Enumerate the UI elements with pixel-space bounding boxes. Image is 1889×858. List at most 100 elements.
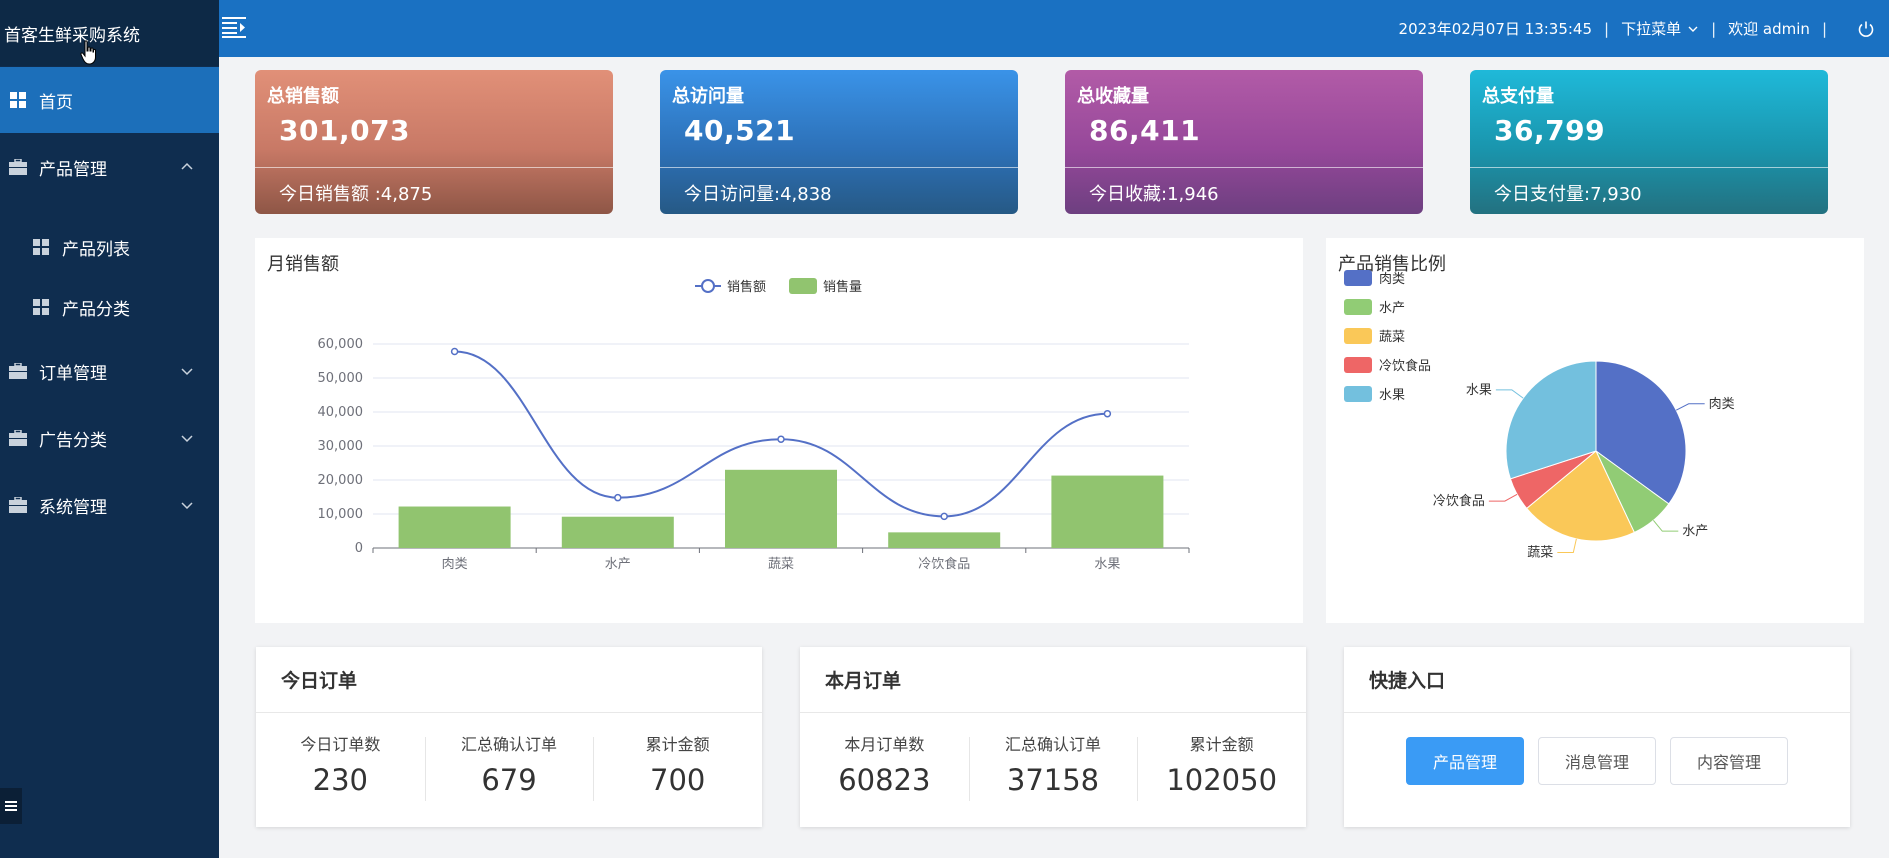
legend-label: 蔬菜 bbox=[1379, 330, 1405, 345]
mouse-cursor-icon bbox=[80, 40, 96, 65]
order-stat: 今日订单数 230 bbox=[256, 731, 425, 797]
content-mgmt-button[interactable]: 内容管理 bbox=[1670, 737, 1788, 785]
legend-label: 水果 bbox=[1379, 388, 1405, 403]
stat-value: 679 bbox=[481, 763, 537, 797]
line-point bbox=[940, 512, 948, 521]
menu-toggle-icon[interactable] bbox=[222, 16, 246, 38]
stat-label: 今日订单数 bbox=[300, 735, 381, 754]
message-mgmt-button[interactable]: 消息管理 bbox=[1538, 737, 1656, 785]
chevron-down-icon bbox=[181, 502, 193, 510]
legend-label: 销售量 bbox=[823, 279, 862, 295]
legend-line-marker bbox=[701, 279, 715, 293]
order-stat: 汇总确认订单 37158 bbox=[968, 731, 1138, 801]
chart-title: 产品销售比例 bbox=[1338, 254, 1446, 275]
product-mgmt-button[interactable]: 产品管理 bbox=[1406, 737, 1524, 785]
separator: | bbox=[1821, 19, 1827, 38]
legend-swatch bbox=[1344, 299, 1372, 315]
order-stat: 汇总确认订单 679 bbox=[424, 731, 594, 801]
line-point bbox=[1103, 409, 1112, 418]
briefcase-icon bbox=[9, 496, 27, 514]
chevron-down-icon bbox=[1688, 26, 1698, 32]
sidebar-item-system-mgmt[interactable]: 系统管理 bbox=[0, 472, 219, 538]
bar bbox=[888, 532, 1001, 548]
line-point bbox=[450, 347, 459, 356]
stat-label: 累计金额 bbox=[645, 735, 710, 754]
divider bbox=[660, 167, 1018, 168]
stat-subtitle: 今日销售额 :4,875 bbox=[279, 184, 433, 205]
sidebar-collapse-button[interactable] bbox=[0, 788, 22, 824]
stat-label: 汇总确认订单 bbox=[461, 735, 558, 754]
stat-title: 总收藏量 bbox=[1077, 86, 1149, 107]
stat-label: 汇总确认订单 bbox=[1005, 735, 1102, 754]
legend-swatch bbox=[1344, 328, 1372, 344]
bar bbox=[1051, 475, 1164, 548]
sidebar-item-ad-category[interactable]: 广告分类 bbox=[0, 405, 219, 471]
label-leader bbox=[1652, 520, 1679, 532]
sidebar-item-home[interactable]: 首页 bbox=[0, 67, 219, 133]
stat-value: 36,799 bbox=[1494, 114, 1606, 147]
power-icon[interactable] bbox=[1857, 20, 1875, 38]
divider bbox=[1065, 167, 1423, 168]
quick-entry-card: 快捷入口 产品管理 消息管理 内容管理 bbox=[1344, 647, 1850, 827]
stat-value: 102050 bbox=[1166, 763, 1278, 797]
sidebar-item-label: 产品管理 bbox=[39, 159, 107, 180]
bar bbox=[561, 516, 674, 548]
chart-title: 月销售额 bbox=[267, 254, 339, 275]
sidebar-item-product-category[interactable]: 产品分类 bbox=[0, 277, 219, 337]
dropdown-menu[interactable]: 下拉菜单 bbox=[1621, 18, 1699, 39]
x-tick-label: 水果 bbox=[1094, 557, 1120, 572]
stat-card-visits: 总访问量 40,521 今日访问量:4,838 bbox=[660, 70, 1018, 214]
card-title: 今日订单 bbox=[256, 647, 762, 713]
stat-title: 总访问量 bbox=[672, 86, 744, 107]
sidebar: 首客生鲜采购系统 首页 产品管理 产品列表 产品分类 订单管理 bbox=[0, 0, 219, 858]
stat-label: 本月订单数 bbox=[844, 735, 925, 754]
sidebar-item-product-mgmt[interactable]: 产品管理 bbox=[0, 134, 219, 200]
sidebar-item-label: 广告分类 bbox=[39, 430, 107, 451]
divider bbox=[1470, 167, 1828, 168]
label-leader bbox=[1675, 403, 1705, 411]
slice-label: 蔬菜 bbox=[1527, 545, 1553, 560]
y-tick-label: 60,000 bbox=[318, 337, 364, 352]
stat-value: 301,073 bbox=[279, 114, 411, 147]
x-tick-label: 冷饮食品 bbox=[918, 556, 970, 572]
stat-card-favorites: 总收藏量 86,411 今日收藏:1,946 bbox=[1065, 70, 1423, 214]
label-leader bbox=[1495, 389, 1524, 399]
legend-label: 水产 bbox=[1379, 301, 1405, 316]
monthly-sales-chart: 0 10,000 20,000 30,000 40,000 50,000 60,000 肉类 水… bbox=[318, 278, 1190, 572]
legend-swatch bbox=[1344, 386, 1372, 402]
divider bbox=[255, 167, 613, 168]
slice-label: 冷饮食品 bbox=[1433, 493, 1485, 509]
stat-value: 230 bbox=[312, 763, 369, 797]
app-title: 首客生鲜采购系统 bbox=[0, 0, 219, 66]
briefcase-icon bbox=[9, 362, 27, 380]
slice-label: 水果 bbox=[1466, 383, 1492, 398]
stat-subtitle: 今日支付量:7,930 bbox=[1494, 184, 1642, 205]
stat-value: 37158 bbox=[1006, 763, 1100, 797]
stat-title: 总支付量 bbox=[1482, 86, 1554, 107]
legend-label: 冷饮食品 bbox=[1379, 358, 1431, 374]
sidebar-item-order-mgmt[interactable]: 订单管理 bbox=[0, 338, 219, 404]
grid-icon bbox=[32, 238, 50, 256]
stat-value: 86,411 bbox=[1089, 114, 1201, 147]
today-orders-card: 今日订单 今日订单数 230 汇总确认订单 679 累计金额 700 bbox=[256, 647, 762, 827]
pie-slice bbox=[1525, 450, 1635, 542]
x-tick-label: 蔬菜 bbox=[768, 557, 794, 572]
legend-bar-swatch bbox=[789, 278, 817, 294]
order-stat: 本月订单数 60823 bbox=[800, 731, 969, 797]
grid-icon bbox=[32, 298, 50, 316]
chevron-down-icon bbox=[181, 368, 193, 376]
header-actions: 2023年02月07日 13:35:45 | 下拉菜单 | 欢迎 admin | bbox=[1399, 0, 1889, 57]
sidebar-item-label: 系统管理 bbox=[39, 497, 107, 518]
legend-label: 肉类 bbox=[1379, 272, 1405, 287]
sidebar-item-product-list[interactable]: 产品列表 bbox=[0, 217, 219, 277]
slice-label: 水产 bbox=[1682, 524, 1708, 539]
stat-subtitle: 今日收藏:1,946 bbox=[1089, 184, 1219, 205]
dropdown-label: 下拉菜单 bbox=[1621, 20, 1682, 38]
datetime-text: 2023年02月07日 13:35:45 bbox=[1398, 20, 1593, 38]
legend-swatch bbox=[1344, 357, 1372, 373]
sidebar-item-label: 产品列表 bbox=[62, 239, 130, 260]
y-tick-label: 50,000 bbox=[318, 371, 364, 386]
sidebar-item-label: 订单管理 bbox=[39, 363, 107, 384]
stat-value: 60823 bbox=[838, 763, 931, 797]
